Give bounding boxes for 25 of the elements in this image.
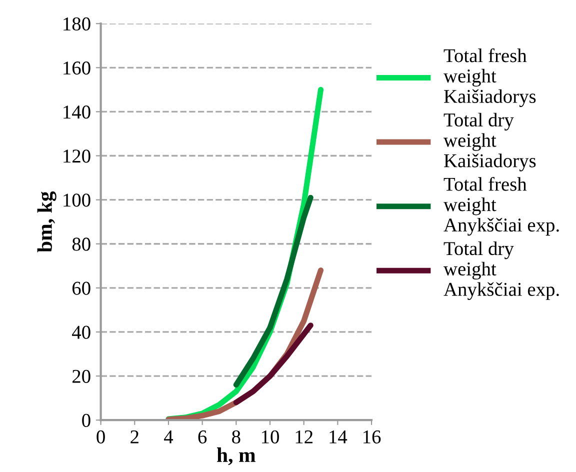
y-tick-label: 100	[64, 194, 90, 207]
y-tick-label: 180	[64, 17, 90, 31]
legend-label: Total fresh weight Anykščiai exp.	[443, 176, 559, 236]
legend-label: Total dry weight Kaišiadorys	[443, 112, 536, 172]
y-tick-label: 120	[64, 150, 90, 163]
x-tick-label: 4	[164, 430, 174, 444]
y-tick-label: 0	[82, 414, 90, 428]
y-tick-label: 60	[72, 282, 90, 295]
y-tick-label: 140	[64, 106, 90, 119]
x-tick-label: 6	[198, 430, 207, 444]
y-tick-label: 80	[72, 238, 90, 251]
x-tick-label: 12	[296, 430, 312, 444]
x-tick-label: 2	[130, 430, 138, 444]
y-axis-title: bm, kg	[37, 191, 56, 252]
legend-label: Total fresh weight Kaišiadorys	[443, 48, 536, 108]
x-tick-label: 16	[364, 430, 381, 444]
x-tick-label: 10	[262, 430, 279, 444]
x-tick-label: 8	[232, 430, 240, 444]
legend-label: Total dry weight Anykščiai exp.	[443, 241, 559, 300]
y-tick-label: 40	[72, 326, 90, 339]
y-tick-label: 160	[64, 61, 90, 75]
x-tick-label: 0	[96, 430, 105, 444]
x-axis-title: h, m	[217, 447, 256, 466]
y-tick-label: 20	[72, 370, 90, 383]
x-tick-label: 14	[330, 430, 348, 444]
